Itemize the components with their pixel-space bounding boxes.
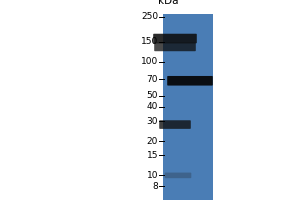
FancyBboxPatch shape — [153, 34, 197, 43]
FancyBboxPatch shape — [159, 120, 191, 129]
FancyBboxPatch shape — [165, 173, 191, 178]
Text: 15: 15 — [146, 151, 158, 160]
Text: kDa: kDa — [158, 0, 178, 6]
Text: 30: 30 — [146, 117, 158, 126]
Text: 50: 50 — [146, 91, 158, 100]
Text: 250: 250 — [141, 12, 158, 21]
Text: 150: 150 — [141, 37, 158, 46]
Text: 8: 8 — [152, 182, 158, 191]
Text: 70: 70 — [146, 75, 158, 84]
FancyBboxPatch shape — [167, 76, 213, 86]
Text: 20: 20 — [147, 137, 158, 146]
Text: 100: 100 — [141, 57, 158, 66]
Text: 40: 40 — [147, 102, 158, 111]
Text: 10: 10 — [146, 171, 158, 180]
FancyBboxPatch shape — [154, 43, 196, 51]
Bar — [163, 14, 213, 200]
